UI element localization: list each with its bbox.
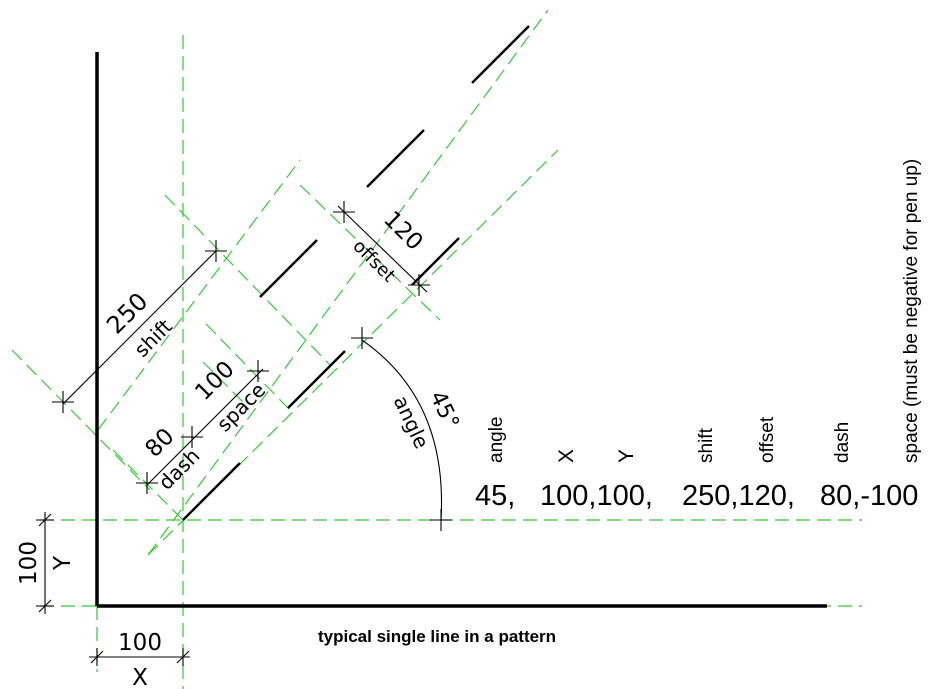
offset-dimension-line <box>337 205 428 293</box>
pattern-dash <box>366 129 425 188</box>
dimension-lines <box>36 201 452 666</box>
guide-perp-shift-low <box>11 349 151 491</box>
guide-perp-shift-high <box>164 194 331 366</box>
field-label-x: X <box>555 449 578 463</box>
guide-perp-dash-start <box>112 449 184 521</box>
field-label-y: Y <box>615 449 638 463</box>
definition-xy-values: 100,100, <box>540 480 653 512</box>
dash-space-dimension-line <box>146 368 264 486</box>
definition-dash-space-values: 80,-100 <box>820 480 918 512</box>
pattern-dash <box>182 462 241 521</box>
pattern-dash <box>259 239 318 298</box>
guide-pattern-line-main <box>147 9 549 556</box>
field-label-space: space (must be negative for pen up) <box>901 159 922 463</box>
x-dimension-value: 100 <box>118 630 162 656</box>
pattern-dash <box>287 350 346 409</box>
definition-angle-value: 45, <box>475 480 515 512</box>
tick <box>38 513 52 527</box>
shift-dimension-line <box>62 250 217 405</box>
guide-pattern-line-parallel <box>97 159 301 431</box>
field-label-shift: shift <box>696 427 717 463</box>
y-dimension-label: Y <box>50 555 76 571</box>
field-label-angle: angle <box>486 417 507 464</box>
pattern-dashes <box>182 25 530 521</box>
pattern-dash <box>471 25 530 84</box>
field-label-offset: offset <box>757 416 778 463</box>
angle-dimension-value: 45° <box>424 387 463 433</box>
diagram-caption: typical single line in a pattern <box>318 627 556 646</box>
guide-perp-offset <box>299 184 441 321</box>
definition-shift-offset-values: 250,120, <box>682 480 795 512</box>
tick <box>38 599 52 613</box>
pattern-dash <box>411 237 460 286</box>
angle-arc <box>361 339 443 521</box>
x-dimension-label: X <box>132 665 148 689</box>
axes <box>95 52 827 608</box>
y-dimension-value: 100 <box>16 541 42 585</box>
offset-dimension-label: offset <box>348 236 399 287</box>
offset-dimension-value: 120 <box>378 206 427 255</box>
field-label-dash: dash <box>832 422 853 463</box>
